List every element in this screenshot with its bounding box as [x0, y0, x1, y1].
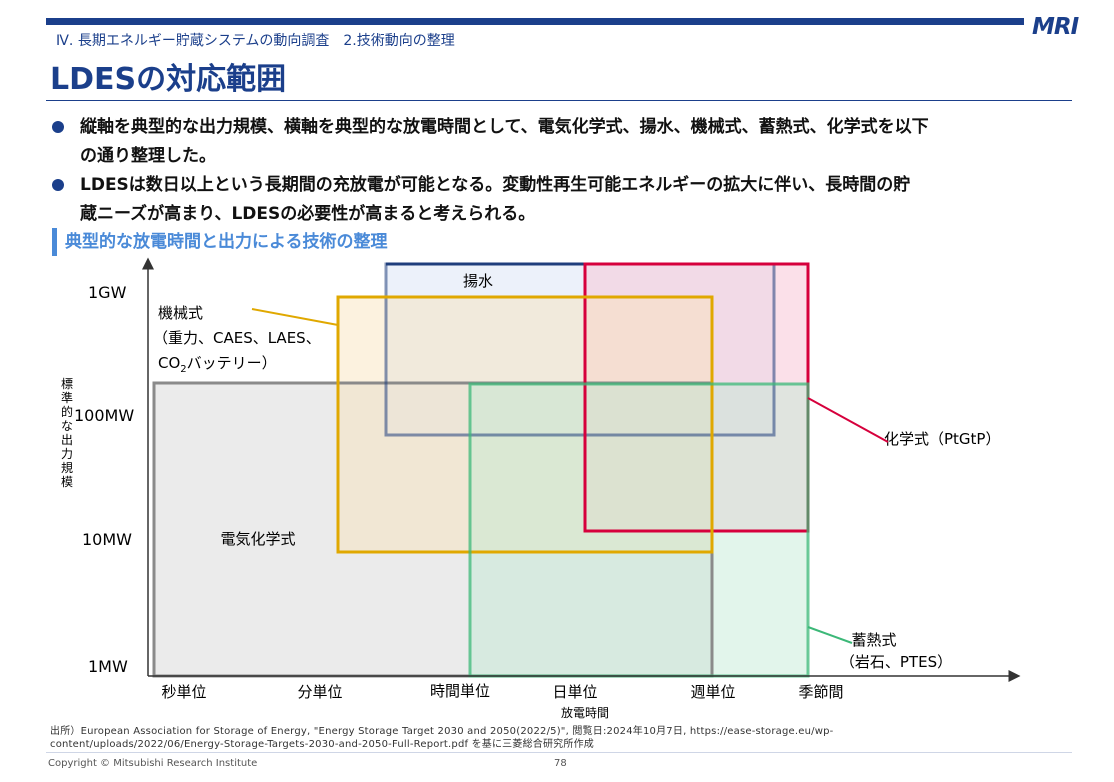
diagram-heading: 典型的な放電時間と出力による技術の整理: [52, 228, 388, 256]
y-tick-label: 10MW: [82, 530, 132, 549]
page-number: 78: [554, 758, 567, 769]
mechanical-label-subscript: 2: [180, 364, 186, 375]
mechanical-label: （重力、CAES、LAES、: [153, 329, 321, 347]
y-axis-label-char: 準: [61, 390, 73, 405]
page-title: LDESの対応範囲: [50, 62, 287, 97]
y-axis-label-char: 標: [61, 377, 73, 391]
x-tick-label: 時間単位: [430, 682, 490, 700]
header-bar: [46, 18, 1024, 25]
mechanical-label: CO2バッテリー）: [158, 354, 277, 375]
y-tick-label: 1GW: [88, 283, 127, 302]
x-tick-label: 分単位: [297, 683, 342, 701]
y-axis-label-char: 規: [61, 460, 73, 475]
bullet-text-line: LDESは数日以上という長期間の充放電が可能となる。変動性再生可能エネルギーの拡…: [80, 175, 911, 195]
bullet-item: LDESは数日以上という長期間の充放電が可能となる。変動性再生可能エネルギーの拡…: [52, 171, 1062, 229]
thermal-label: （岩石、PTES）: [840, 653, 952, 671]
source-note-line: 出所）European Association for Storage of E…: [50, 726, 834, 737]
mechanical-label-co: CO: [158, 354, 180, 372]
mechanical-region: [338, 297, 712, 552]
x-tick-label: 秒単位: [161, 683, 206, 701]
x-axis-label: 放電時間: [561, 705, 609, 720]
y-axis-label-char: 的: [61, 404, 73, 419]
mri-logo: MRI: [1032, 14, 1079, 40]
copyright: Copyright © Mitsubishi Research Institut…: [48, 758, 258, 769]
source-note: 出所）European Association for Storage of E…: [50, 725, 1050, 751]
bullet-item: 縦軸を典型的な出力規模、横軸を典型的な放電時間として、電気化学式、揚水、機械式、…: [52, 113, 1062, 171]
pumped-hydro-label: 揚水: [463, 272, 493, 290]
chemical-label: 化学式（PtGtP）: [884, 430, 1000, 448]
y-tick-label: 1MW: [88, 657, 128, 676]
x-tick-label: 日単位: [552, 683, 597, 701]
bullet-text-line: 縦軸を典型的な出力規模、横軸を典型的な放電時間として、電気化学式、揚水、機械式、…: [80, 117, 929, 137]
bullet-text-line: の通り整理した。: [80, 146, 216, 166]
electrochemical-label: 電気化学式: [220, 530, 295, 548]
y-tick-label: 100MW: [74, 406, 134, 425]
mechanical-leader-line: [251, 308, 339, 326]
thermal-leader-line: [807, 626, 853, 644]
breadcrumb: Ⅳ. 長期エネルギー貯蔵システムの動向調査 2.技術動向の整理: [56, 33, 455, 49]
title-divider: [46, 100, 1072, 101]
x-tick-label: 週単位: [690, 683, 735, 701]
x-tick-label: 季節間: [798, 683, 843, 701]
y-axis-label-char: な: [61, 419, 73, 433]
y-axis-label-char: 模: [61, 475, 73, 489]
chemical-region: [585, 264, 808, 531]
bullet-text-line: 蔵ニーズが高まり、LDESの必要性が高まると考えられる。: [80, 204, 536, 224]
thermal-label: 蓄熱式: [851, 631, 896, 649]
bullet-dot-icon: [52, 179, 64, 191]
mechanical-outline: [336, 295, 714, 554]
y-axis-label-char: 出: [61, 433, 73, 447]
mechanical-label-battery: バッテリー）: [187, 354, 277, 372]
chemical-leader-line: [807, 397, 889, 443]
footer-divider: [46, 752, 1072, 753]
y-axis-label-char: 力: [61, 447, 73, 461]
bullet-dot-icon: [52, 121, 64, 133]
mechanical-label: 機械式: [158, 304, 203, 322]
source-note-line: content/uploads/2022/06/Energy-Storage-T…: [50, 739, 594, 750]
